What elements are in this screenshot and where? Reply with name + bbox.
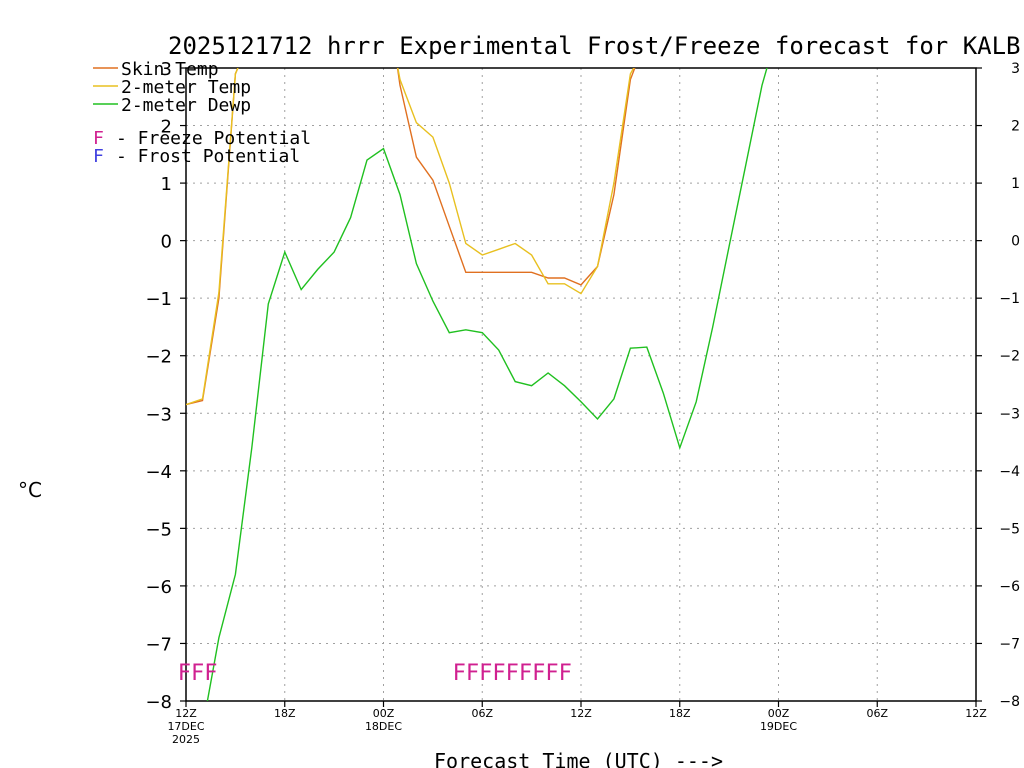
y-tick-label-right: 3 — [1011, 61, 1020, 77]
x-tick-label: 06Z — [471, 707, 493, 720]
y-tick-label: −4 — [145, 462, 172, 483]
y-tick-label: −8 — [145, 692, 172, 713]
y-tick-label: 2 — [161, 117, 172, 138]
legend-label-2m-temp: 2-meter Temp — [121, 77, 251, 98]
x-tick-date: 19DEC — [760, 720, 797, 733]
y-tick-label: 1 — [161, 174, 172, 195]
y-tick-label-right: −1 — [999, 291, 1020, 307]
legend-freeze-text: - Freeze Potential — [116, 128, 311, 149]
legend-frost-letter: F — [93, 146, 104, 167]
x-tick-label: 18Z — [274, 707, 296, 720]
x-tick-label: 12Z — [175, 707, 197, 720]
x-tick-year: 2025 — [172, 733, 200, 746]
series-line-skin-temp — [186, 68, 636, 406]
x-tick-label: 00Z — [768, 707, 790, 720]
y-tick-label-right: −3 — [999, 406, 1020, 422]
series-line-2-meter-temp — [186, 68, 635, 406]
legend: Skin Temp 2-meter Temp 2-meter Dewp F - … — [93, 59, 311, 167]
grid-lines — [186, 68, 976, 701]
y-tick-label: −7 — [145, 634, 172, 655]
x-tick-label: 00Z — [373, 707, 395, 720]
y-tick-label-right: 2 — [1011, 119, 1020, 135]
x-axis-label: Forecast Time (UTC) ---> — [434, 749, 723, 768]
y-axis-right: −8 −7 −6 −5 −4 −3 −2 −1 0 1 2 3 — [976, 61, 1020, 710]
y-tick-label: −3 — [145, 404, 172, 425]
y-tick-label-right: −2 — [999, 349, 1020, 365]
y-tick-label-right: −5 — [999, 521, 1020, 537]
y-axis-left: −8 −7 −6 −5 −4 −3 −2 −1 0 1 2 3 — [145, 59, 186, 713]
y-axis-label: °C — [18, 478, 42, 502]
legend-label-skin-temp: Skin Temp — [121, 59, 219, 80]
chart-title: 2025121712 hrrr Experimental Frost/Freez… — [168, 32, 1021, 60]
y-tick-label-right: −4 — [999, 464, 1020, 480]
legend-freeze-letter: F — [93, 128, 104, 149]
y-tick-label: −5 — [145, 519, 172, 540]
y-tick-label-right: 1 — [1011, 176, 1020, 192]
y-tick-label: −2 — [145, 347, 172, 368]
series-line-2-meter-dewp — [206, 68, 768, 701]
freeze-flag-group: FFF — [178, 661, 218, 686]
y-tick-label-right: −7 — [999, 636, 1020, 652]
x-tick-date: 17DEC — [167, 720, 204, 733]
y-tick-label: 3 — [161, 59, 172, 80]
y-tick-label: 0 — [161, 232, 172, 253]
y-tick-label-right: 0 — [1011, 234, 1020, 250]
y-tick-label-right: −8 — [999, 694, 1020, 710]
y-tick-label: −1 — [145, 289, 172, 310]
legend-frost-text: - Frost Potential — [116, 146, 300, 167]
x-tick-label: 06Z — [866, 707, 888, 720]
x-tick-label: 18Z — [669, 707, 691, 720]
series-lines — [186, 68, 768, 701]
x-tick-label: 12Z — [965, 707, 987, 720]
x-tick-label: 12Z — [570, 707, 592, 720]
freeze-flag-group: FFFFFFFFF — [453, 661, 572, 686]
y-tick-label: −6 — [145, 577, 172, 598]
freeze-flags: FFF FFFFFFFFF — [178, 661, 572, 686]
y-tick-label-right: −6 — [999, 579, 1020, 595]
x-tick-date: 18DEC — [365, 720, 402, 733]
legend-label-2m-dewp: 2-meter Dewp — [121, 95, 251, 116]
